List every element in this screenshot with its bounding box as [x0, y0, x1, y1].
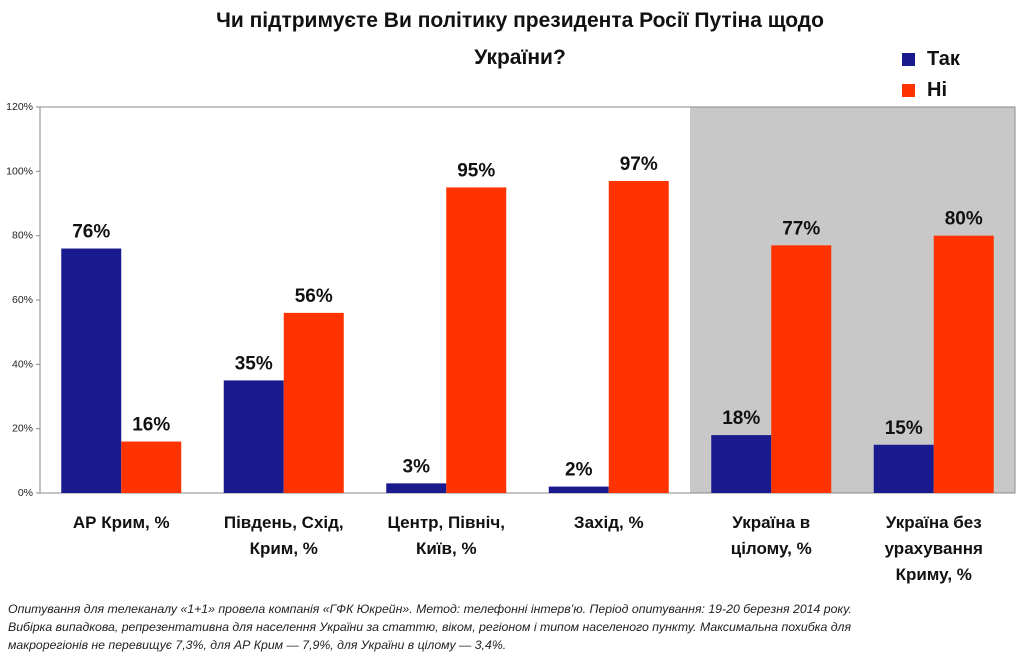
- data-label: 35%: [235, 353, 273, 374]
- category-label: Центр, Північ,: [388, 513, 505, 532]
- data-label: 18%: [722, 408, 760, 429]
- data-label: 77%: [782, 218, 820, 239]
- bar-no: [283, 312, 344, 493]
- y-tick-label: 40%: [12, 358, 33, 370]
- bar-no: [608, 180, 669, 493]
- category-label: урахування: [885, 539, 983, 558]
- category-label: Південь, Схід,: [224, 513, 344, 532]
- y-tick-label: 20%: [12, 423, 33, 435]
- data-label: 97%: [620, 154, 658, 175]
- category-label: Україна в: [732, 513, 810, 532]
- legend-label-yes: Так: [927, 48, 960, 70]
- bar-yes: [386, 483, 447, 493]
- footer-line-3: макрорегіонів не перевищує 7,3%, для АР …: [8, 638, 507, 652]
- legend: Так Ні: [902, 44, 960, 106]
- bar-no: [933, 235, 994, 493]
- data-label: 2%: [565, 460, 593, 481]
- legend-label-no: Ні: [927, 79, 947, 101]
- data-label: 16%: [132, 415, 170, 436]
- data-label: 80%: [945, 209, 983, 230]
- category-label: Крим, %: [250, 539, 318, 558]
- data-label: 3%: [403, 456, 431, 477]
- y-tick-label: 120%: [6, 101, 33, 113]
- category-label: Київ, %: [416, 539, 477, 558]
- category-label: Україна без: [886, 513, 982, 532]
- bar-yes: [223, 380, 284, 493]
- chart-title: Чи підтримуєте Ви політику президента Ро…: [110, 2, 930, 76]
- data-label: 76%: [72, 222, 110, 243]
- category-label: цілому, %: [731, 539, 812, 558]
- chart-title-line-2: України?: [474, 46, 566, 69]
- data-label: 56%: [295, 286, 333, 307]
- bar-yes: [873, 444, 934, 493]
- bar-yes: [61, 248, 122, 493]
- bar-yes: [548, 486, 609, 493]
- category-label: АР Крим, %: [73, 513, 170, 532]
- data-label: 15%: [885, 418, 923, 439]
- bar-no: [121, 441, 182, 493]
- legend-swatch-no: [902, 84, 915, 97]
- bar-chart: 0% 20% 40% 60% 80% 100% 120% 76% 16% АР Крим, % 35…: [6, 101, 1016, 584]
- y-tick-label: 80%: [12, 230, 33, 242]
- y-tick-label: 0%: [18, 487, 33, 499]
- footer-line-1: Опитування для телеканалу «1+1» провела …: [8, 602, 852, 616]
- data-label: 95%: [457, 160, 495, 181]
- category-label: Криму, %: [896, 565, 972, 584]
- footer-line-2: Вибірка випадкова, репрезентативна для н…: [8, 620, 852, 634]
- bar-yes: [711, 435, 772, 493]
- legend-item-no: Ні: [902, 75, 960, 106]
- footer-note: Опитування для телеканалу «1+1» провела …: [8, 600, 1028, 654]
- y-tick-label: 60%: [12, 294, 33, 306]
- bar-no: [771, 245, 832, 493]
- legend-item-yes: Так: [902, 44, 960, 75]
- category-label: Захід, %: [574, 513, 644, 532]
- chart-title-line-1: Чи підтримуєте Ви політику президента Ро…: [216, 9, 824, 32]
- y-tick-label: 100%: [6, 165, 33, 177]
- legend-swatch-yes: [902, 53, 915, 66]
- bar-no: [446, 187, 507, 493]
